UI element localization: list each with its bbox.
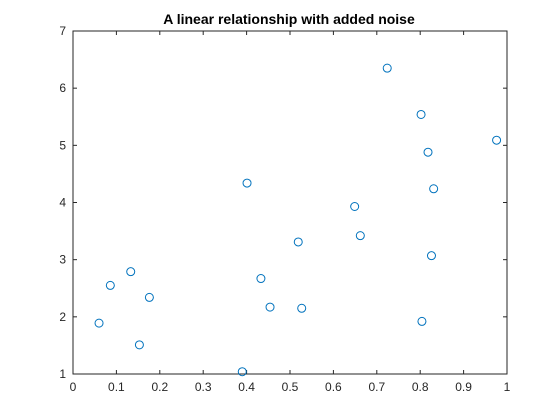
data-point (242, 178, 252, 188)
y-tick-label: 6 (59, 81, 66, 95)
axes-box (72, 30, 508, 375)
data-point (256, 274, 266, 284)
data-point (297, 303, 307, 313)
x-tick-label: 1 (504, 380, 511, 394)
y-axis: 1 2 3 4 5 6 7 (59, 24, 507, 381)
x-tick-label: 0.7 (368, 380, 385, 394)
data-point (237, 367, 247, 377)
x-tick-label: 0.5 (282, 380, 299, 394)
x-tick-label: 0 (70, 380, 77, 394)
data-point (492, 135, 502, 145)
data-point (105, 280, 115, 290)
x-tick-label: 0.9 (455, 380, 472, 394)
y-tick-label: 7 (59, 24, 66, 38)
y-tick-label: 4 (59, 196, 66, 210)
data-point (382, 63, 392, 73)
data-point (126, 267, 136, 277)
data-point (429, 184, 439, 194)
data-point (293, 237, 303, 247)
x-tick-label: 0.4 (238, 380, 255, 394)
x-axis: 0 0.1 0.2 0.3 0.4 0.5 0.6 0.7 0.8 0.9 1 (70, 31, 511, 394)
x-tick-label: 0.6 (325, 380, 342, 394)
y-tick-label: 3 (59, 253, 66, 267)
data-point (423, 147, 433, 157)
data-point (416, 109, 426, 119)
chart-title: A linear relationship with added noise (163, 11, 415, 27)
data-point (350, 202, 360, 212)
data-point (355, 231, 365, 241)
y-tick-label: 2 (59, 310, 66, 324)
x-tick-label: 0.3 (195, 380, 212, 394)
y-tick-label: 1 (59, 367, 66, 381)
y-tick-label: 5 (59, 138, 66, 152)
data-point (94, 318, 104, 328)
x-tick-label: 0.2 (151, 380, 168, 394)
axes (72, 30, 508, 375)
data-point (134, 340, 144, 350)
data-point (426, 251, 436, 261)
data-point (265, 302, 275, 312)
data-point (144, 292, 154, 302)
x-tick-label: 0.1 (108, 380, 125, 394)
data-points (94, 63, 502, 377)
x-tick-label: 0.8 (412, 380, 429, 394)
data-point (417, 316, 427, 326)
